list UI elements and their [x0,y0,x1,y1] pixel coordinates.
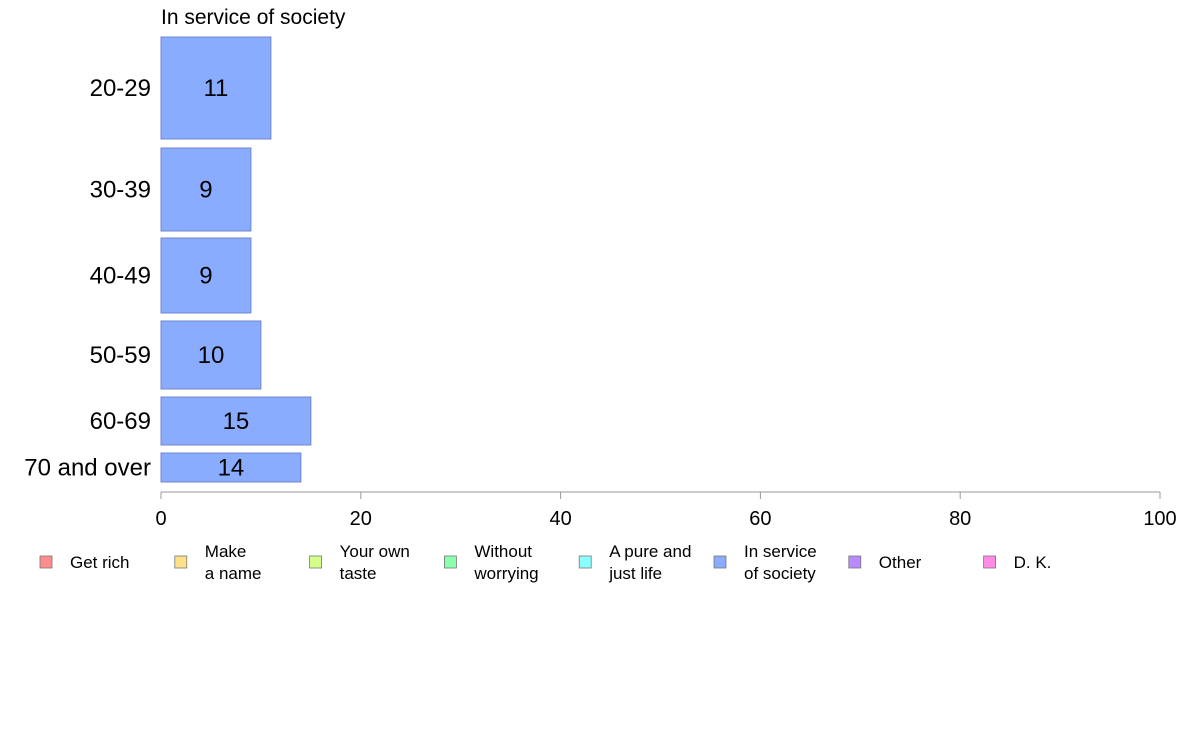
bar-value-label: 10 [198,342,225,369]
legend-entry: Your own taste [309,542,410,583]
category-label: 60-69 [90,408,151,435]
legend-entry: In service of society [713,542,817,583]
bar-3 [160,320,262,390]
legend-label: In service [744,542,817,561]
legend-label: worrying [473,564,538,583]
bar-value-label: 9 [199,263,212,290]
legend-label: Your own [340,542,410,561]
legend-label: Without [474,542,532,561]
category-label: 50-59 [90,342,151,369]
legend-label: just life [608,564,662,583]
legend-swatch [713,555,727,569]
legend-entry: Get rich [39,553,130,572]
legend-entry: D. K. [983,553,1052,572]
legend: Get rich Make a name Your own taste Without wo… [39,542,1052,583]
legend-swatch [309,555,323,569]
x-tick-label: 20 [350,508,372,530]
legend-swatch [39,555,53,569]
legend-entry: Make a name [174,542,262,583]
legend-label: D. K. [1014,553,1052,572]
legend-label: Get rich [70,553,130,572]
bar-1 [160,147,252,232]
bar-0 [160,36,272,140]
bars-group: 11 20-29 9 30-39 9 40-49 10 50-59 15 60-69 14 70 an… [24,36,312,483]
bar-value-label: 9 [199,177,212,204]
legend-label: a name [205,564,262,583]
legend-label: Make [205,542,247,561]
legend-swatch [848,555,862,569]
bar-value-label: 11 [203,75,228,102]
legend-swatch [443,555,457,569]
legend-entry: Other [848,553,922,572]
x-tick-label: 40 [549,508,571,530]
bar-value-label: 15 [223,408,250,435]
x-axis: 0 20 40 60 80 100 [155,491,1177,530]
category-label: 30-39 [90,177,151,204]
category-label: 70 and over [24,455,151,482]
legend-label: taste [340,564,377,583]
bar-4 [160,396,312,446]
chart-title: In service of society [161,6,346,29]
x-tick-label: 0 [155,508,166,530]
legend-entry: Without worrying [443,542,539,583]
x-tick-label: 80 [949,508,971,530]
legend-entry: A pure and just life [578,542,691,583]
legend-label: Other [879,553,922,572]
legend-label: of society [744,564,816,583]
legend-swatch [174,555,188,569]
category-label: 40-49 [90,263,151,290]
legend-swatch [983,555,996,569]
x-tick-label: 100 [1143,508,1176,530]
legend-swatch [578,555,592,569]
category-label: 20-29 [90,75,151,102]
legend-label: A pure and [609,542,691,561]
x-tick-label: 60 [749,508,771,530]
bar-2 [160,237,252,314]
bar-5 [160,452,302,483]
bar-value-label: 14 [218,455,245,482]
